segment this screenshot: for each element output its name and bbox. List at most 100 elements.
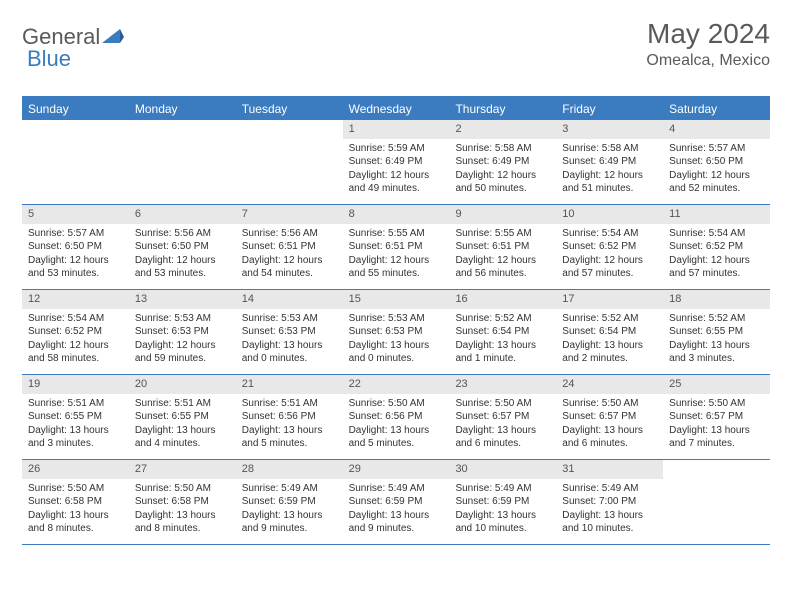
sunrise-line: Sunrise: 5:54 AM <box>28 312 123 326</box>
day-number: 8 <box>343 205 450 224</box>
day-number: 29 <box>343 460 450 479</box>
day-number: 9 <box>449 205 556 224</box>
sunset-line: Sunset: 6:55 PM <box>669 325 764 339</box>
day-number: 22 <box>343 375 450 394</box>
sunrise-line: Sunrise: 5:55 AM <box>455 227 550 241</box>
day-number: 16 <box>449 290 556 309</box>
sunrise-line: Sunrise: 5:53 AM <box>135 312 230 326</box>
sunrise-line: Sunrise: 5:50 AM <box>349 397 444 411</box>
sunrise-line: Sunrise: 5:49 AM <box>455 482 550 496</box>
day-number: 27 <box>129 460 236 479</box>
daylight-line: Daylight: 12 hours and 53 minutes. <box>28 254 123 281</box>
daylight-line: Daylight: 12 hours and 55 minutes. <box>349 254 444 281</box>
daylight-line: Daylight: 12 hours and 57 minutes. <box>669 254 764 281</box>
day-number: 12 <box>22 290 129 309</box>
sunset-line: Sunset: 6:58 PM <box>135 495 230 509</box>
day-content: Sunrise: 5:55 AMSunset: 6:51 PMDaylight:… <box>449 224 556 285</box>
sunset-line: Sunset: 6:59 PM <box>455 495 550 509</box>
sunset-line: Sunset: 6:57 PM <box>455 410 550 424</box>
week-row: 1Sunrise: 5:59 AMSunset: 6:49 PMDaylight… <box>22 120 770 205</box>
sunrise-line: Sunrise: 5:49 AM <box>562 482 657 496</box>
daylight-line: Daylight: 12 hours and 58 minutes. <box>28 339 123 366</box>
sunrise-line: Sunrise: 5:54 AM <box>562 227 657 241</box>
day-number: 1 <box>343 120 450 139</box>
daylight-line: Daylight: 12 hours and 57 minutes. <box>562 254 657 281</box>
day-content: Sunrise: 5:57 AMSunset: 6:50 PMDaylight:… <box>663 139 770 200</box>
day-number: 2 <box>449 120 556 139</box>
weekday-label: Monday <box>129 98 236 120</box>
day-cell: 22Sunrise: 5:50 AMSunset: 6:56 PMDayligh… <box>343 375 450 459</box>
day-content: Sunrise: 5:54 AMSunset: 6:52 PMDaylight:… <box>22 309 129 370</box>
day-cell: 21Sunrise: 5:51 AMSunset: 6:56 PMDayligh… <box>236 375 343 459</box>
day-content: Sunrise: 5:53 AMSunset: 6:53 PMDaylight:… <box>236 309 343 370</box>
day-number: 31 <box>556 460 663 479</box>
sunrise-line: Sunrise: 5:57 AM <box>28 227 123 241</box>
day-number: 28 <box>236 460 343 479</box>
sunrise-line: Sunrise: 5:50 AM <box>28 482 123 496</box>
week-row: 5Sunrise: 5:57 AMSunset: 6:50 PMDaylight… <box>22 205 770 290</box>
day-cell: 8Sunrise: 5:55 AMSunset: 6:51 PMDaylight… <box>343 205 450 289</box>
daylight-line: Daylight: 12 hours and 49 minutes. <box>349 169 444 196</box>
weekday-label: Tuesday <box>236 98 343 120</box>
sunrise-line: Sunrise: 5:54 AM <box>669 227 764 241</box>
day-content: Sunrise: 5:56 AMSunset: 6:51 PMDaylight:… <box>236 224 343 285</box>
day-cell <box>129 120 236 204</box>
day-cell: 26Sunrise: 5:50 AMSunset: 6:58 PMDayligh… <box>22 460 129 544</box>
sunrise-line: Sunrise: 5:56 AM <box>242 227 337 241</box>
sunrise-line: Sunrise: 5:53 AM <box>242 312 337 326</box>
day-cell: 5Sunrise: 5:57 AMSunset: 6:50 PMDaylight… <box>22 205 129 289</box>
day-content: Sunrise: 5:58 AMSunset: 6:49 PMDaylight:… <box>449 139 556 200</box>
daylight-line: Daylight: 13 hours and 8 minutes. <box>135 509 230 536</box>
day-cell: 17Sunrise: 5:52 AMSunset: 6:54 PMDayligh… <box>556 290 663 374</box>
day-content: Sunrise: 5:52 AMSunset: 6:55 PMDaylight:… <box>663 309 770 370</box>
day-content: Sunrise: 5:50 AMSunset: 6:57 PMDaylight:… <box>556 394 663 455</box>
sunrise-line: Sunrise: 5:59 AM <box>349 142 444 156</box>
daylight-line: Daylight: 13 hours and 7 minutes. <box>669 424 764 451</box>
sunset-line: Sunset: 6:53 PM <box>135 325 230 339</box>
location: Omealca, Mexico <box>646 52 770 70</box>
day-cell <box>236 120 343 204</box>
day-number: 23 <box>449 375 556 394</box>
daylight-line: Daylight: 13 hours and 2 minutes. <box>562 339 657 366</box>
daylight-line: Daylight: 12 hours and 53 minutes. <box>135 254 230 281</box>
day-number: 19 <box>22 375 129 394</box>
daylight-line: Daylight: 13 hours and 8 minutes. <box>28 509 123 536</box>
day-number: 20 <box>129 375 236 394</box>
daylight-line: Daylight: 12 hours and 52 minutes. <box>669 169 764 196</box>
daylight-line: Daylight: 13 hours and 0 minutes. <box>242 339 337 366</box>
month-title: May 2024 <box>646 18 770 50</box>
daylight-line: Daylight: 13 hours and 3 minutes. <box>669 339 764 366</box>
sunrise-line: Sunrise: 5:58 AM <box>455 142 550 156</box>
sunset-line: Sunset: 6:57 PM <box>562 410 657 424</box>
day-cell: 10Sunrise: 5:54 AMSunset: 6:52 PMDayligh… <box>556 205 663 289</box>
sunrise-line: Sunrise: 5:58 AM <box>562 142 657 156</box>
sunset-line: Sunset: 6:55 PM <box>28 410 123 424</box>
sunrise-line: Sunrise: 5:52 AM <box>562 312 657 326</box>
week-row: 12Sunrise: 5:54 AMSunset: 6:52 PMDayligh… <box>22 290 770 375</box>
sunrise-line: Sunrise: 5:52 AM <box>455 312 550 326</box>
day-number: 6 <box>129 205 236 224</box>
day-content: Sunrise: 5:50 AMSunset: 6:58 PMDaylight:… <box>22 479 129 540</box>
day-cell: 13Sunrise: 5:53 AMSunset: 6:53 PMDayligh… <box>129 290 236 374</box>
day-number: 18 <box>663 290 770 309</box>
daylight-line: Daylight: 13 hours and 4 minutes. <box>135 424 230 451</box>
sunrise-line: Sunrise: 5:51 AM <box>28 397 123 411</box>
sunset-line: Sunset: 6:50 PM <box>669 155 764 169</box>
sunset-line: Sunset: 6:52 PM <box>28 325 123 339</box>
sunset-line: Sunset: 6:55 PM <box>135 410 230 424</box>
weekday-label: Saturday <box>663 98 770 120</box>
day-content: Sunrise: 5:52 AMSunset: 6:54 PMDaylight:… <box>449 309 556 370</box>
day-content: Sunrise: 5:53 AMSunset: 6:53 PMDaylight:… <box>343 309 450 370</box>
title-block: May 2024 Omealca, Mexico <box>646 18 770 70</box>
day-cell: 25Sunrise: 5:50 AMSunset: 6:57 PMDayligh… <box>663 375 770 459</box>
weekday-label: Sunday <box>22 98 129 120</box>
day-cell: 14Sunrise: 5:53 AMSunset: 6:53 PMDayligh… <box>236 290 343 374</box>
day-content: Sunrise: 5:53 AMSunset: 6:53 PMDaylight:… <box>129 309 236 370</box>
day-cell: 9Sunrise: 5:55 AMSunset: 6:51 PMDaylight… <box>449 205 556 289</box>
sunset-line: Sunset: 6:50 PM <box>28 240 123 254</box>
day-content: Sunrise: 5:55 AMSunset: 6:51 PMDaylight:… <box>343 224 450 285</box>
sunset-line: Sunset: 6:59 PM <box>349 495 444 509</box>
day-cell: 24Sunrise: 5:50 AMSunset: 6:57 PMDayligh… <box>556 375 663 459</box>
day-number: 30 <box>449 460 556 479</box>
sunset-line: Sunset: 6:53 PM <box>242 325 337 339</box>
